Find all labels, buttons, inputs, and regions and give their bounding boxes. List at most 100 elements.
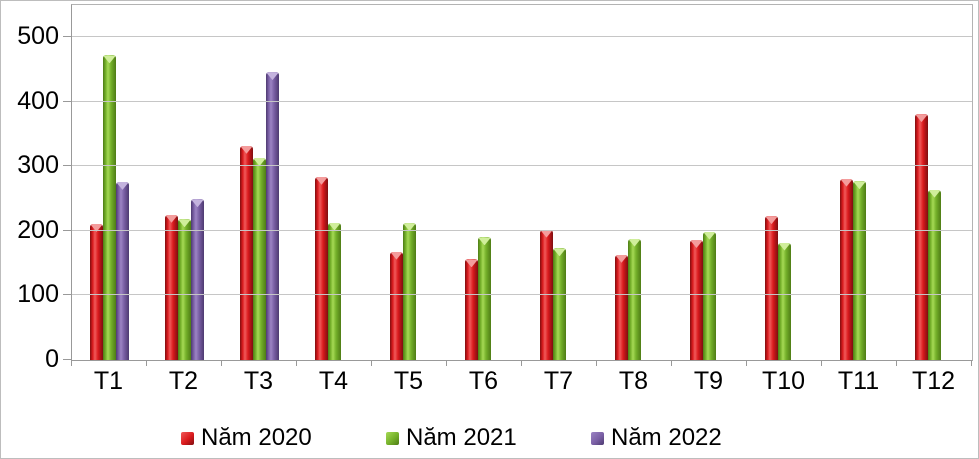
bar-top-bevel [540,229,553,238]
bar-t12-2021 [928,189,941,360]
bar-group-t4 [297,5,372,360]
gridline [72,294,972,296]
x-axis-tick [521,360,522,366]
x-axis-tick [146,360,147,366]
x-axis-label-t3: T3 [243,367,274,395]
x-axis-tick [821,360,822,366]
bar-top-bevel [116,181,129,190]
bar-t1-2022 [116,181,129,360]
x-axis-labels: T1 T2 T3 T4 T5 T6 T7 T8 T9 T10 T11 T12 [71,366,971,396]
bar-group-t5 [372,5,447,360]
y-axis-label: 0 [45,345,59,373]
bar-t1-2020 [90,223,103,360]
plot-area [71,4,973,361]
legend-label-2020: Năm 2020 [201,424,312,451]
bar-t5-2021 [403,223,416,360]
x-axis-tick [371,360,372,366]
x-axis-tick [221,360,222,366]
y-axis-tick [63,359,71,360]
bar-top-bevel [853,181,866,190]
bar-top-bevel [165,214,178,223]
x-axis-tick [671,360,672,366]
bar-top-bevel [628,238,641,247]
legend-item-2022: Năm 2022 [591,424,722,452]
bar-group-t8 [597,5,672,360]
gridline [72,165,972,167]
y-axis-label: 400 [17,86,59,115]
bar-group-t2 [147,5,222,360]
x-axis-label-t1: T1 [93,367,124,395]
legend-swatch-2021 [386,431,399,445]
bar-top-bevel [191,199,204,208]
bar-top-bevel [390,251,403,260]
bar-top-bevel [328,222,341,231]
bar-group-t7 [522,5,597,360]
bar-top-bevel [266,72,279,81]
bar-top-bevel [553,248,566,257]
x-axis-label-t7: T7 [543,367,574,395]
bar-top-bevel [690,239,703,248]
x-axis-label-t12: T12 [911,367,956,395]
x-axis-tick [896,360,897,366]
y-axis-tick [63,165,71,167]
x-axis-tick [746,360,747,366]
bar-t8-2021 [628,238,641,360]
y-axis-tick [63,294,71,296]
bar-t11-2020 [840,178,853,360]
bar-top-bevel [90,223,103,232]
legend-item-2021: Năm 2021 [386,424,517,452]
y-axis-tick [63,100,71,102]
bar-group-t12 [897,5,972,360]
bar-top-bevel [915,114,928,123]
bar-t7-2021 [553,248,566,360]
bar-top-bevel [778,242,791,251]
gridline [72,229,972,231]
bar-t1-2021 [103,55,116,360]
bar-t6-2021 [478,237,491,360]
bar-t12-2020 [915,114,928,360]
bar-group-t6 [447,5,522,360]
bar-t2-2022 [191,199,204,360]
x-axis-label-t5: T5 [393,367,424,395]
x-axis-label-t9: T9 [693,367,724,395]
bar-t6-2020 [465,259,478,360]
legend-label-2021: Năm 2021 [406,424,517,451]
bar-t2-2021 [178,219,191,360]
y-axis-label: 100 [17,280,59,309]
x-axis-label-t8: T8 [618,367,649,395]
legend-swatch-2020 [181,431,194,445]
y-axis-label: 300 [17,151,59,180]
y-axis-label: 200 [17,215,59,244]
bar-t3-2021 [253,157,266,360]
x-axis-tick [596,360,597,366]
bar-top-bevel [178,219,191,228]
gridline [72,100,972,102]
bar-top-bevel [765,216,778,225]
bar-group-t1 [72,5,147,360]
bar-top-bevel [478,237,491,246]
bar-t11-2021 [853,181,866,360]
bar-t4-2020 [315,176,328,360]
bar-top-bevel [315,176,328,185]
bar-t3-2022 [266,72,279,360]
x-axis-label-t6: T6 [468,367,499,395]
y-axis-tick [63,229,71,231]
bar-top-bevel [240,145,253,154]
legend-item-2020: Năm 2020 [181,424,312,452]
bar-top-bevel [253,157,266,166]
bar-top-bevel [465,259,478,268]
bar-top-bevel [403,223,416,232]
bar-t10-2021 [778,242,791,360]
x-axis-label-t11: T11 [837,367,880,395]
x-axis-label-t4: T4 [318,367,349,395]
x-axis-tick [446,360,447,366]
bar-top-bevel [615,254,628,263]
x-axis-tick [71,360,72,366]
bar-group-t10 [747,5,822,360]
bar-t9-2021 [703,231,716,360]
bar-group-t9 [672,5,747,360]
legend-label-2022: Năm 2022 [611,424,722,451]
bar-top-bevel [928,189,941,198]
y-axis-label: 500 [17,22,59,51]
x-axis-tick [971,360,972,366]
